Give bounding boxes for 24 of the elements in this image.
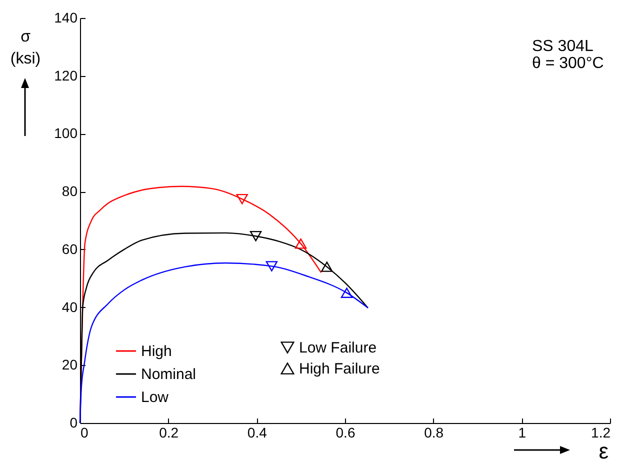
legend-label: High — [141, 343, 172, 360]
annotation: θ = 300°C — [532, 55, 604, 72]
x-tick-label: 1 — [518, 424, 526, 440]
y-tick-label: 0 — [70, 414, 78, 430]
y-axis-title: σ (ksi) — [10, 28, 41, 68]
legend-label: Low Failure — [299, 340, 377, 356]
legend-label: Low — [141, 389, 169, 406]
x-tick-label: 0.8 — [424, 424, 444, 440]
y-tick-label: 120 — [54, 67, 78, 84]
x-tick-label: 0.6 — [336, 424, 356, 440]
y-tick-label: 80 — [62, 183, 78, 200]
y-tick-label: 20 — [62, 356, 78, 373]
x-tick-label: 1.2 — [591, 424, 611, 440]
y-tick-label: 100 — [54, 125, 78, 142]
annotation: SS 304L — [532, 38, 594, 55]
x-tick-label: 0.2 — [159, 424, 179, 440]
legend-label: High Failure — [299, 360, 380, 378]
y-tick-label: 40 — [62, 298, 78, 315]
y-tick-label: 60 — [62, 240, 78, 257]
legend-label: Nominal — [141, 366, 196, 383]
y-tick-label: 140 — [54, 10, 78, 26]
x-tick-label: 0.4 — [247, 424, 268, 440]
x-axis-title: ε — [598, 438, 609, 463]
x-tick-label: 0 — [80, 424, 88, 440]
